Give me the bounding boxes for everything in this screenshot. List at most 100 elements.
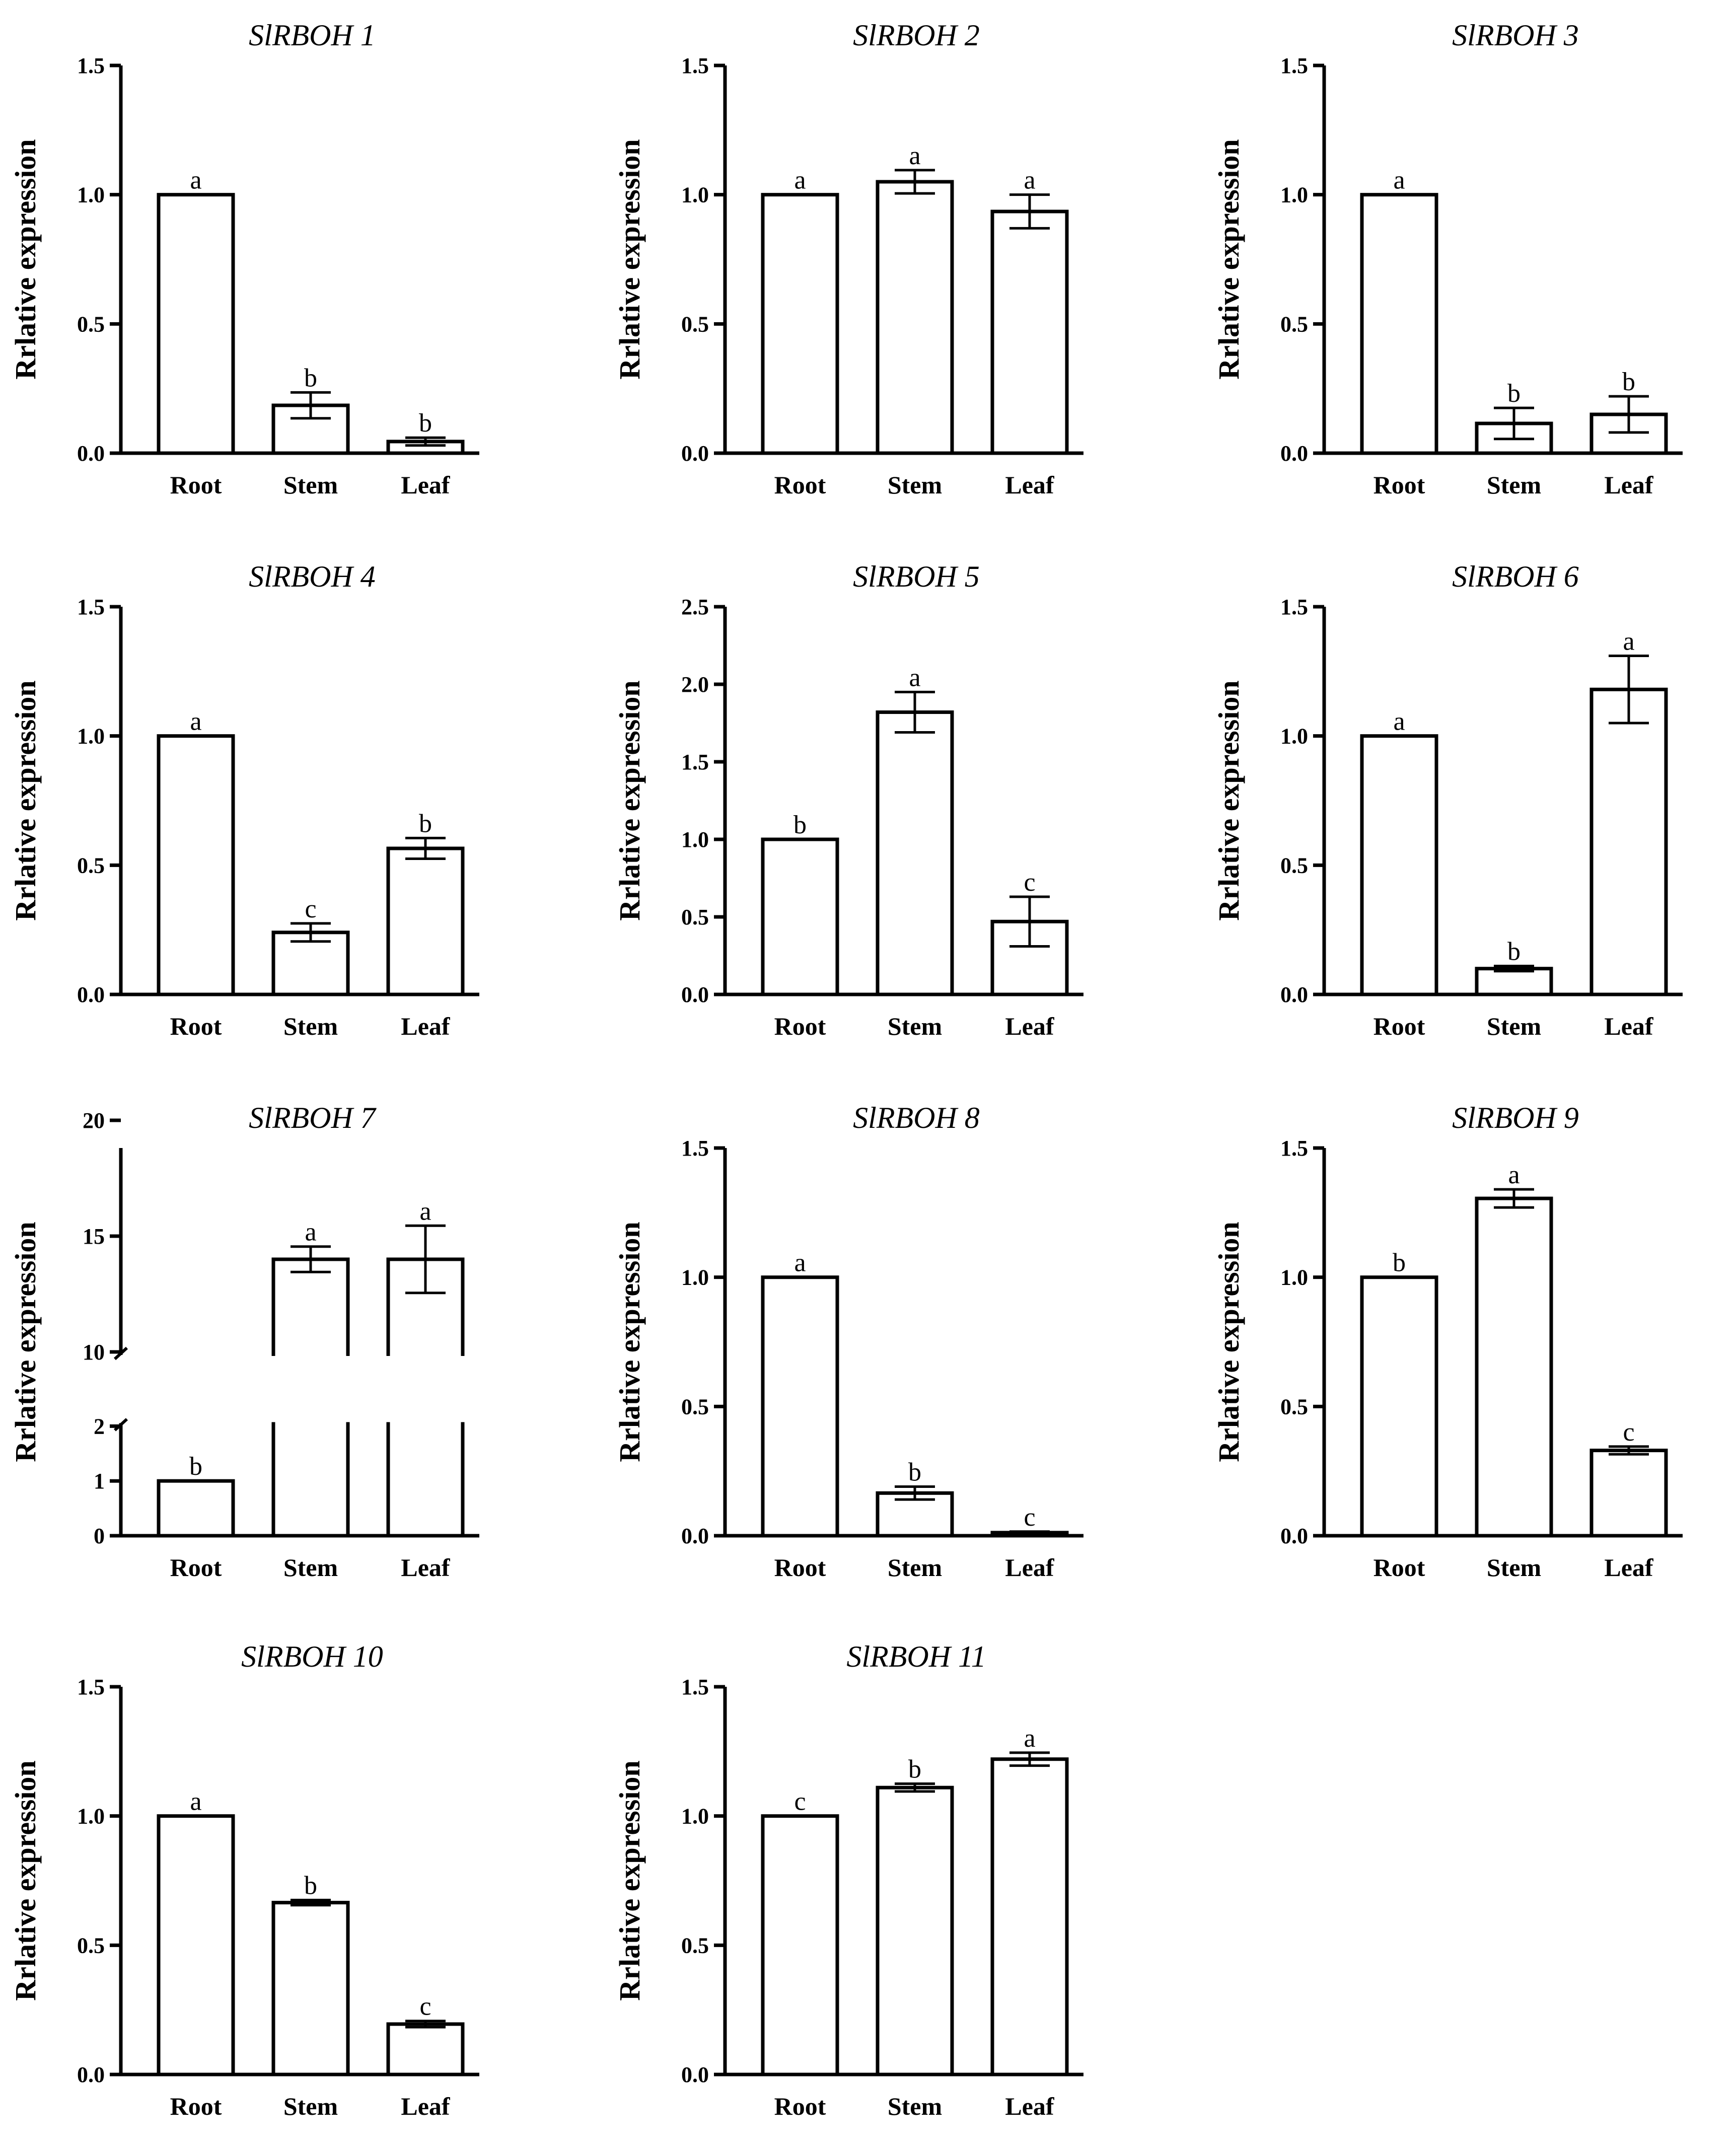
y-tick-label: 1.5 bbox=[1280, 1136, 1308, 1161]
chart-panel-7: SlRBOH 7 Rrlative expression 0 1 2 10 15 20 b Roo… bbox=[9, 1101, 479, 1582]
significance-label: a bbox=[909, 141, 920, 170]
chart-title: SlRBOH 5 bbox=[853, 560, 980, 593]
x-tick-label: Stem bbox=[283, 2092, 338, 2120]
chart-panel-1: SlRBOH 1 Rrlative expression 0.0 0.5 1.0 1.5 a… bbox=[9, 19, 479, 499]
x-tick-label: Leaf bbox=[401, 1553, 451, 1582]
chart-title: SlRBOH 9 bbox=[1452, 1101, 1579, 1134]
significance-label: a bbox=[1393, 707, 1405, 736]
y-axis-label: Rrlative expression bbox=[9, 680, 42, 920]
y-tick-label: 1.0 bbox=[77, 183, 105, 207]
bar bbox=[157, 1814, 235, 2077]
significance-label: a bbox=[1623, 627, 1634, 656]
y-tick-label: 0.5 bbox=[1280, 853, 1308, 878]
y-tick-label: 1.0 bbox=[1280, 1265, 1308, 1290]
chart-panel-8: SlRBOH 8 Rrlative expression 0.0 0.5 1.0 1.5 a… bbox=[613, 1101, 1083, 1582]
x-tick-label: Root bbox=[774, 1553, 826, 1582]
significance-label: b bbox=[908, 1458, 921, 1486]
x-tick-label: Root bbox=[1373, 1553, 1425, 1582]
significance-label: c bbox=[1024, 1503, 1035, 1532]
y-tick-label: 0.0 bbox=[1280, 441, 1308, 466]
x-tick-label: Leaf bbox=[1005, 2092, 1055, 2120]
chart-title: SlRBOH 3 bbox=[1452, 19, 1579, 52]
chart-title: SlRBOH 6 bbox=[1452, 560, 1579, 593]
chart-title: SlRBOH 10 bbox=[241, 1640, 383, 1673]
y-tick-label: 1.5 bbox=[77, 595, 105, 619]
x-tick-label: Stem bbox=[1487, 471, 1541, 499]
y-tick-label: 0.5 bbox=[681, 1933, 709, 1958]
y-tick-label: 0 bbox=[94, 1524, 105, 1548]
y-axis-label: Rrlative expression bbox=[9, 1222, 42, 1462]
bar bbox=[761, 193, 839, 455]
bar bbox=[876, 180, 954, 455]
bar bbox=[271, 930, 350, 996]
y-tick-label: 1.0 bbox=[1280, 183, 1308, 207]
significance-label: b bbox=[1622, 368, 1635, 396]
x-tick-label: Stem bbox=[283, 471, 338, 499]
y-tick-label: 2 bbox=[94, 1414, 105, 1439]
x-tick-label: Root bbox=[774, 1012, 826, 1040]
chart-panel-9: SlRBOH 9 Rrlative expression 0.0 0.5 1.0 1.5 b… bbox=[1212, 1101, 1683, 1582]
x-tick-label: Leaf bbox=[1604, 471, 1654, 499]
x-tick-label: Leaf bbox=[1604, 1553, 1654, 1582]
bar bbox=[271, 1901, 350, 2077]
bar bbox=[386, 846, 465, 996]
bar bbox=[761, 837, 839, 996]
bar bbox=[990, 209, 1069, 455]
y-axis-label: Rrlative expression bbox=[1212, 1222, 1245, 1462]
x-tick-label: Root bbox=[170, 471, 222, 499]
x-tick-label: Root bbox=[170, 2092, 222, 2120]
y-tick-label: 0.0 bbox=[681, 441, 709, 466]
y-tick-label: 2.5 bbox=[681, 595, 709, 619]
y-axis-label: Rrlative expression bbox=[9, 139, 42, 379]
bar bbox=[990, 1757, 1069, 2077]
y-tick-label: 1.0 bbox=[681, 827, 709, 852]
x-tick-label: Leaf bbox=[1005, 471, 1055, 499]
significance-label: a bbox=[190, 166, 201, 195]
chart-title: SlRBOH 7 bbox=[249, 1101, 377, 1134]
y-tick-label: 10 bbox=[83, 1340, 105, 1365]
chart-title: SlRBOH 11 bbox=[846, 1640, 986, 1673]
bar bbox=[386, 2022, 465, 2077]
x-tick-label: Root bbox=[170, 1012, 222, 1040]
significance-label: a bbox=[1024, 1724, 1035, 1753]
y-axis-label: Rrlative expression bbox=[1212, 680, 1245, 920]
y-tick-label: 0.0 bbox=[1280, 1524, 1308, 1548]
chart-title: SlRBOH 1 bbox=[249, 19, 376, 52]
significance-label: b bbox=[1507, 379, 1521, 408]
chart-panel-5: SlRBOH 5 Rrlative expression 0.0 0.5 1.0 1.5 2… bbox=[613, 560, 1083, 1040]
y-tick-label: 1.0 bbox=[681, 183, 709, 207]
y-tick-label: 0.5 bbox=[681, 1394, 709, 1419]
chart-panel-6: SlRBOH 6 Rrlative expression 0.0 0.5 1.0 1.5 a… bbox=[1212, 560, 1683, 1040]
y-tick-label: 1.5 bbox=[77, 1675, 105, 1699]
x-tick-label: Stem bbox=[1487, 1553, 1541, 1582]
y-tick-label: 0.5 bbox=[77, 312, 105, 336]
x-tick-label: Stem bbox=[888, 471, 942, 499]
x-tick-label: Stem bbox=[283, 1553, 338, 1582]
bar bbox=[1360, 193, 1438, 455]
bar bbox=[1360, 1275, 1438, 1538]
bar bbox=[876, 1785, 954, 2077]
y-tick-label: 15 bbox=[83, 1224, 105, 1249]
chart-panel-10: SlRBOH 10 Rrlative expression 0.0 0.5 1.0 1.5… bbox=[9, 1640, 479, 2120]
y-axis-label: Rrlative expression bbox=[613, 139, 646, 379]
y-axis-label: Rrlative expression bbox=[1212, 139, 1245, 379]
significance-label: b bbox=[189, 1452, 202, 1481]
bar bbox=[157, 193, 235, 455]
x-tick-label: Stem bbox=[888, 1012, 942, 1040]
x-tick-label: Stem bbox=[283, 1012, 338, 1040]
significance-label: a bbox=[794, 166, 806, 195]
x-tick-label: Root bbox=[1373, 471, 1425, 499]
y-tick-label: 0.5 bbox=[1280, 312, 1308, 336]
significance-label: b bbox=[419, 409, 432, 438]
x-tick-label: Leaf bbox=[401, 471, 451, 499]
x-tick-label: Stem bbox=[888, 2092, 942, 2120]
significance-label: b bbox=[1393, 1249, 1406, 1277]
bar bbox=[1475, 1196, 1553, 1538]
x-tick-label: Stem bbox=[1487, 1012, 1541, 1040]
chart-title: SlRBOH 4 bbox=[249, 560, 376, 593]
x-tick-label: Root bbox=[774, 2092, 826, 2120]
y-tick-label: 20 bbox=[83, 1108, 105, 1133]
bar bbox=[1475, 967, 1553, 996]
y-tick-label: 1.5 bbox=[1280, 595, 1308, 619]
x-tick-label: Leaf bbox=[1005, 1553, 1055, 1582]
